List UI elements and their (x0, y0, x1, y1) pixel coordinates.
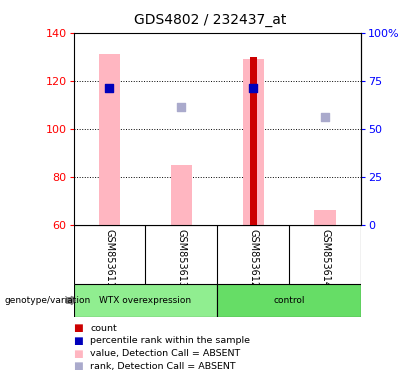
Bar (250, 56, 257, 225)
Text: GSM853611: GSM853611 (105, 229, 115, 288)
FancyArrow shape (66, 296, 76, 305)
Point (322, 114, 328, 120)
Text: ■: ■ (74, 361, 83, 371)
Bar (171, 165, 192, 225)
Bar (218, 284, 361, 317)
Text: ■: ■ (74, 336, 83, 346)
Text: count: count (90, 324, 117, 333)
Text: GSM853613: GSM853613 (176, 229, 186, 288)
Text: GSM853612: GSM853612 (248, 229, 258, 288)
Point (250, 85, 257, 91)
Text: ■: ■ (74, 349, 83, 359)
Text: value, Detection Call = ABSENT: value, Detection Call = ABSENT (90, 349, 241, 358)
Text: ■: ■ (74, 323, 83, 333)
Bar (315, 210, 336, 225)
Text: WTX overexpression: WTX overexpression (100, 296, 192, 305)
Bar (74, 284, 218, 317)
Text: percentile rank within the sample: percentile rank within the sample (90, 336, 250, 346)
Point (178, 104, 185, 110)
Point (106, 85, 113, 91)
Text: genotype/variation: genotype/variation (4, 296, 90, 305)
Text: GDS4802 / 232437_at: GDS4802 / 232437_at (134, 13, 286, 27)
Bar (99, 54, 120, 225)
Text: GSM853614: GSM853614 (320, 229, 330, 288)
Text: rank, Detection Call = ABSENT: rank, Detection Call = ABSENT (90, 362, 236, 371)
Bar (242, 59, 264, 225)
Text: control: control (273, 296, 305, 305)
